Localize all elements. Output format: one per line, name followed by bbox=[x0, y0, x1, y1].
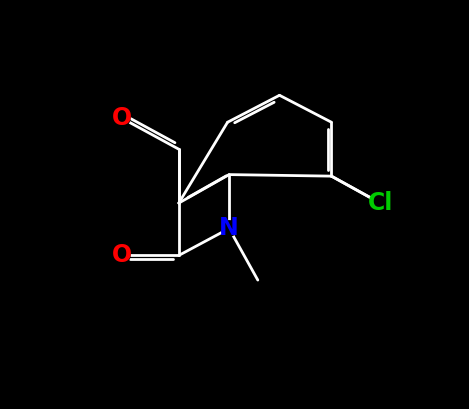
Circle shape bbox=[114, 111, 130, 126]
Circle shape bbox=[372, 196, 388, 211]
Text: O: O bbox=[112, 243, 132, 267]
Circle shape bbox=[221, 221, 237, 236]
Text: O: O bbox=[112, 106, 132, 130]
Circle shape bbox=[114, 248, 130, 263]
Text: N: N bbox=[219, 216, 239, 240]
Text: Cl: Cl bbox=[368, 191, 393, 215]
